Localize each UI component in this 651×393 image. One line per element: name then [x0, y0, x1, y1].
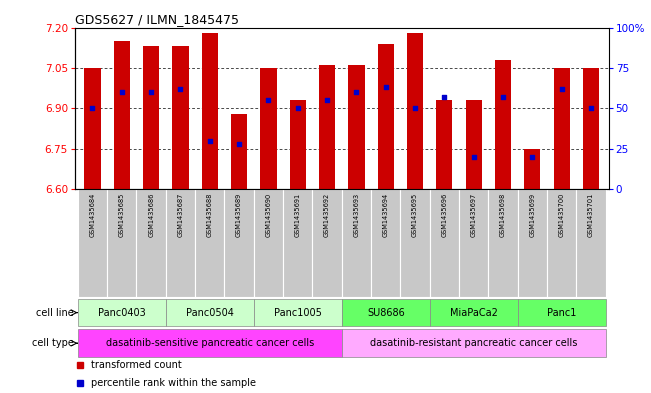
Text: SU8686: SU8686: [367, 308, 405, 318]
Bar: [488, 189, 518, 298]
Bar: [518, 299, 605, 326]
Point: [175, 86, 186, 92]
Bar: [173, 46, 189, 189]
Bar: [459, 189, 488, 298]
Point: [292, 105, 303, 112]
Text: GSM1435701: GSM1435701: [588, 193, 594, 237]
Bar: [290, 100, 306, 189]
Bar: [436, 100, 452, 189]
Bar: [342, 299, 430, 326]
Point: [87, 105, 98, 112]
Point: [263, 97, 273, 103]
Bar: [312, 189, 342, 298]
Text: GSM1435689: GSM1435689: [236, 193, 242, 237]
Bar: [195, 189, 225, 298]
Point: [146, 89, 156, 95]
Text: GSM1435686: GSM1435686: [148, 193, 154, 237]
Bar: [524, 149, 540, 189]
Bar: [554, 68, 570, 189]
Bar: [254, 299, 342, 326]
Text: Panc1005: Panc1005: [274, 308, 322, 318]
Text: GSM1435695: GSM1435695: [412, 193, 418, 237]
Bar: [430, 189, 459, 298]
Text: GSM1435693: GSM1435693: [353, 193, 359, 237]
Bar: [78, 299, 166, 326]
Point: [410, 105, 421, 112]
Text: cell line: cell line: [36, 308, 74, 318]
Bar: [518, 189, 547, 298]
Bar: [78, 329, 342, 357]
Bar: [202, 33, 218, 189]
Text: GDS5627 / ILMN_1845475: GDS5627 / ILMN_1845475: [75, 13, 239, 26]
Text: Panc1: Panc1: [547, 308, 576, 318]
Text: GSM1435697: GSM1435697: [471, 193, 477, 237]
Point: [352, 89, 362, 95]
Bar: [166, 189, 195, 298]
Bar: [547, 189, 576, 298]
Bar: [342, 189, 371, 298]
Text: GSM1435698: GSM1435698: [500, 193, 506, 237]
Text: percentile rank within the sample: percentile rank within the sample: [91, 378, 256, 388]
Bar: [166, 299, 254, 326]
Bar: [225, 189, 254, 298]
Point: [439, 94, 450, 100]
Text: GSM1435688: GSM1435688: [207, 193, 213, 237]
Text: Panc0504: Panc0504: [186, 308, 234, 318]
Text: GSM1435687: GSM1435687: [178, 193, 184, 237]
Text: cell type: cell type: [32, 338, 74, 348]
Bar: [260, 68, 277, 189]
Bar: [85, 68, 100, 189]
Bar: [400, 189, 430, 298]
Bar: [371, 189, 400, 298]
Point: [381, 84, 391, 90]
Text: GSM1435691: GSM1435691: [295, 193, 301, 237]
Bar: [583, 68, 599, 189]
Point: [469, 154, 479, 160]
Point: [498, 94, 508, 100]
Bar: [114, 41, 130, 189]
Point: [557, 86, 567, 92]
Text: Panc0403: Panc0403: [98, 308, 146, 318]
Bar: [254, 189, 283, 298]
Text: transformed count: transformed count: [91, 360, 182, 370]
Point: [322, 97, 332, 103]
Bar: [378, 44, 394, 189]
Text: GSM1435696: GSM1435696: [441, 193, 447, 237]
Bar: [143, 46, 159, 189]
Text: GSM1435690: GSM1435690: [266, 193, 271, 237]
Text: MiaPaCa2: MiaPaCa2: [450, 308, 498, 318]
Point: [117, 89, 127, 95]
Bar: [495, 60, 511, 189]
Text: GSM1435692: GSM1435692: [324, 193, 330, 237]
Text: dasatinib-resistant pancreatic cancer cells: dasatinib-resistant pancreatic cancer ce…: [370, 338, 577, 348]
Text: GSM1435684: GSM1435684: [89, 193, 96, 237]
Bar: [407, 33, 423, 189]
Bar: [465, 100, 482, 189]
Text: GSM1435685: GSM1435685: [118, 193, 125, 237]
Text: GSM1435699: GSM1435699: [529, 193, 535, 237]
Text: dasatinib-sensitive pancreatic cancer cells: dasatinib-sensitive pancreatic cancer ce…: [105, 338, 314, 348]
Bar: [430, 299, 518, 326]
Bar: [576, 189, 605, 298]
Bar: [283, 189, 312, 298]
Point: [234, 141, 244, 147]
Point: [586, 105, 596, 112]
Text: GSM1435700: GSM1435700: [559, 193, 565, 237]
Bar: [231, 114, 247, 189]
Bar: [137, 189, 166, 298]
Bar: [348, 65, 365, 189]
Bar: [107, 189, 137, 298]
Bar: [342, 329, 605, 357]
Bar: [319, 65, 335, 189]
Point: [527, 154, 538, 160]
Bar: [78, 189, 107, 298]
Text: GSM1435694: GSM1435694: [383, 193, 389, 237]
Point: [204, 138, 215, 144]
